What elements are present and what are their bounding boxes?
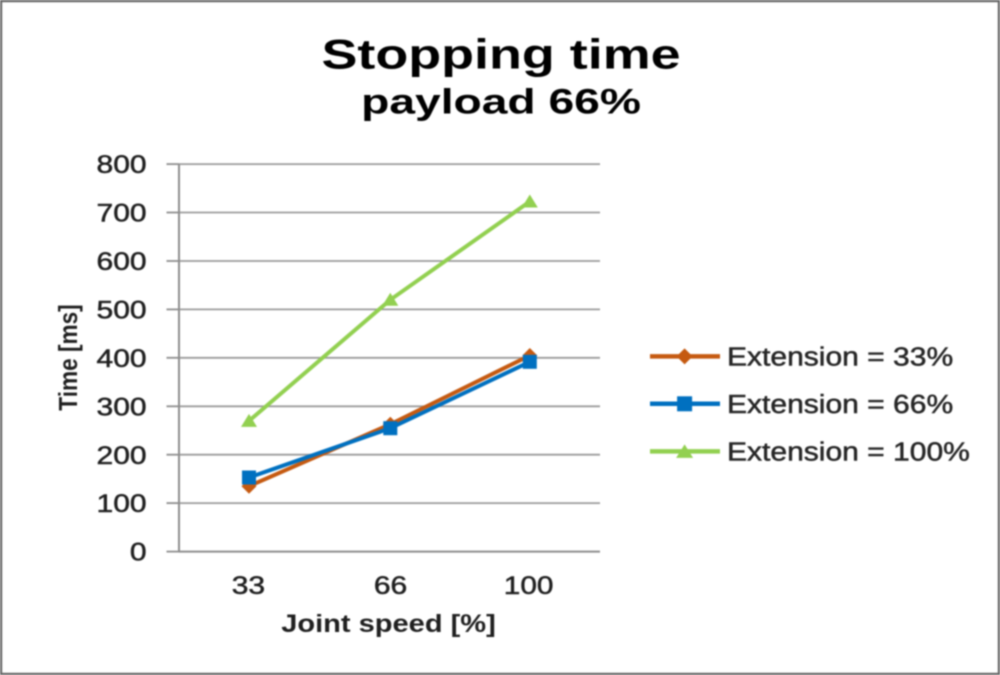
svg-text:66: 66 bbox=[374, 571, 407, 599]
svg-text:0: 0 bbox=[130, 538, 147, 566]
svg-text:100: 100 bbox=[504, 571, 554, 599]
svg-text:400: 400 bbox=[97, 344, 147, 372]
svg-text:Extension = 66%: Extension = 66% bbox=[727, 390, 953, 419]
svg-text:Extension = 100%: Extension = 100% bbox=[727, 437, 970, 466]
svg-text:payload 66%: payload 66% bbox=[361, 82, 641, 121]
svg-text:600: 600 bbox=[97, 247, 147, 275]
svg-text:33: 33 bbox=[232, 571, 265, 599]
svg-text:200: 200 bbox=[97, 441, 147, 469]
svg-text:Stopping time: Stopping time bbox=[321, 31, 680, 78]
svg-text:Extension = 33%: Extension = 33% bbox=[727, 342, 953, 371]
svg-text:800: 800 bbox=[97, 151, 147, 179]
svg-text:100: 100 bbox=[97, 490, 147, 518]
svg-text:Joint speed [%]: Joint speed [%] bbox=[281, 609, 496, 638]
svg-text:500: 500 bbox=[97, 296, 147, 324]
svg-text:300: 300 bbox=[97, 393, 147, 421]
svg-text:Time [ms]: Time [ms] bbox=[55, 304, 84, 410]
svg-text:700: 700 bbox=[97, 199, 147, 227]
